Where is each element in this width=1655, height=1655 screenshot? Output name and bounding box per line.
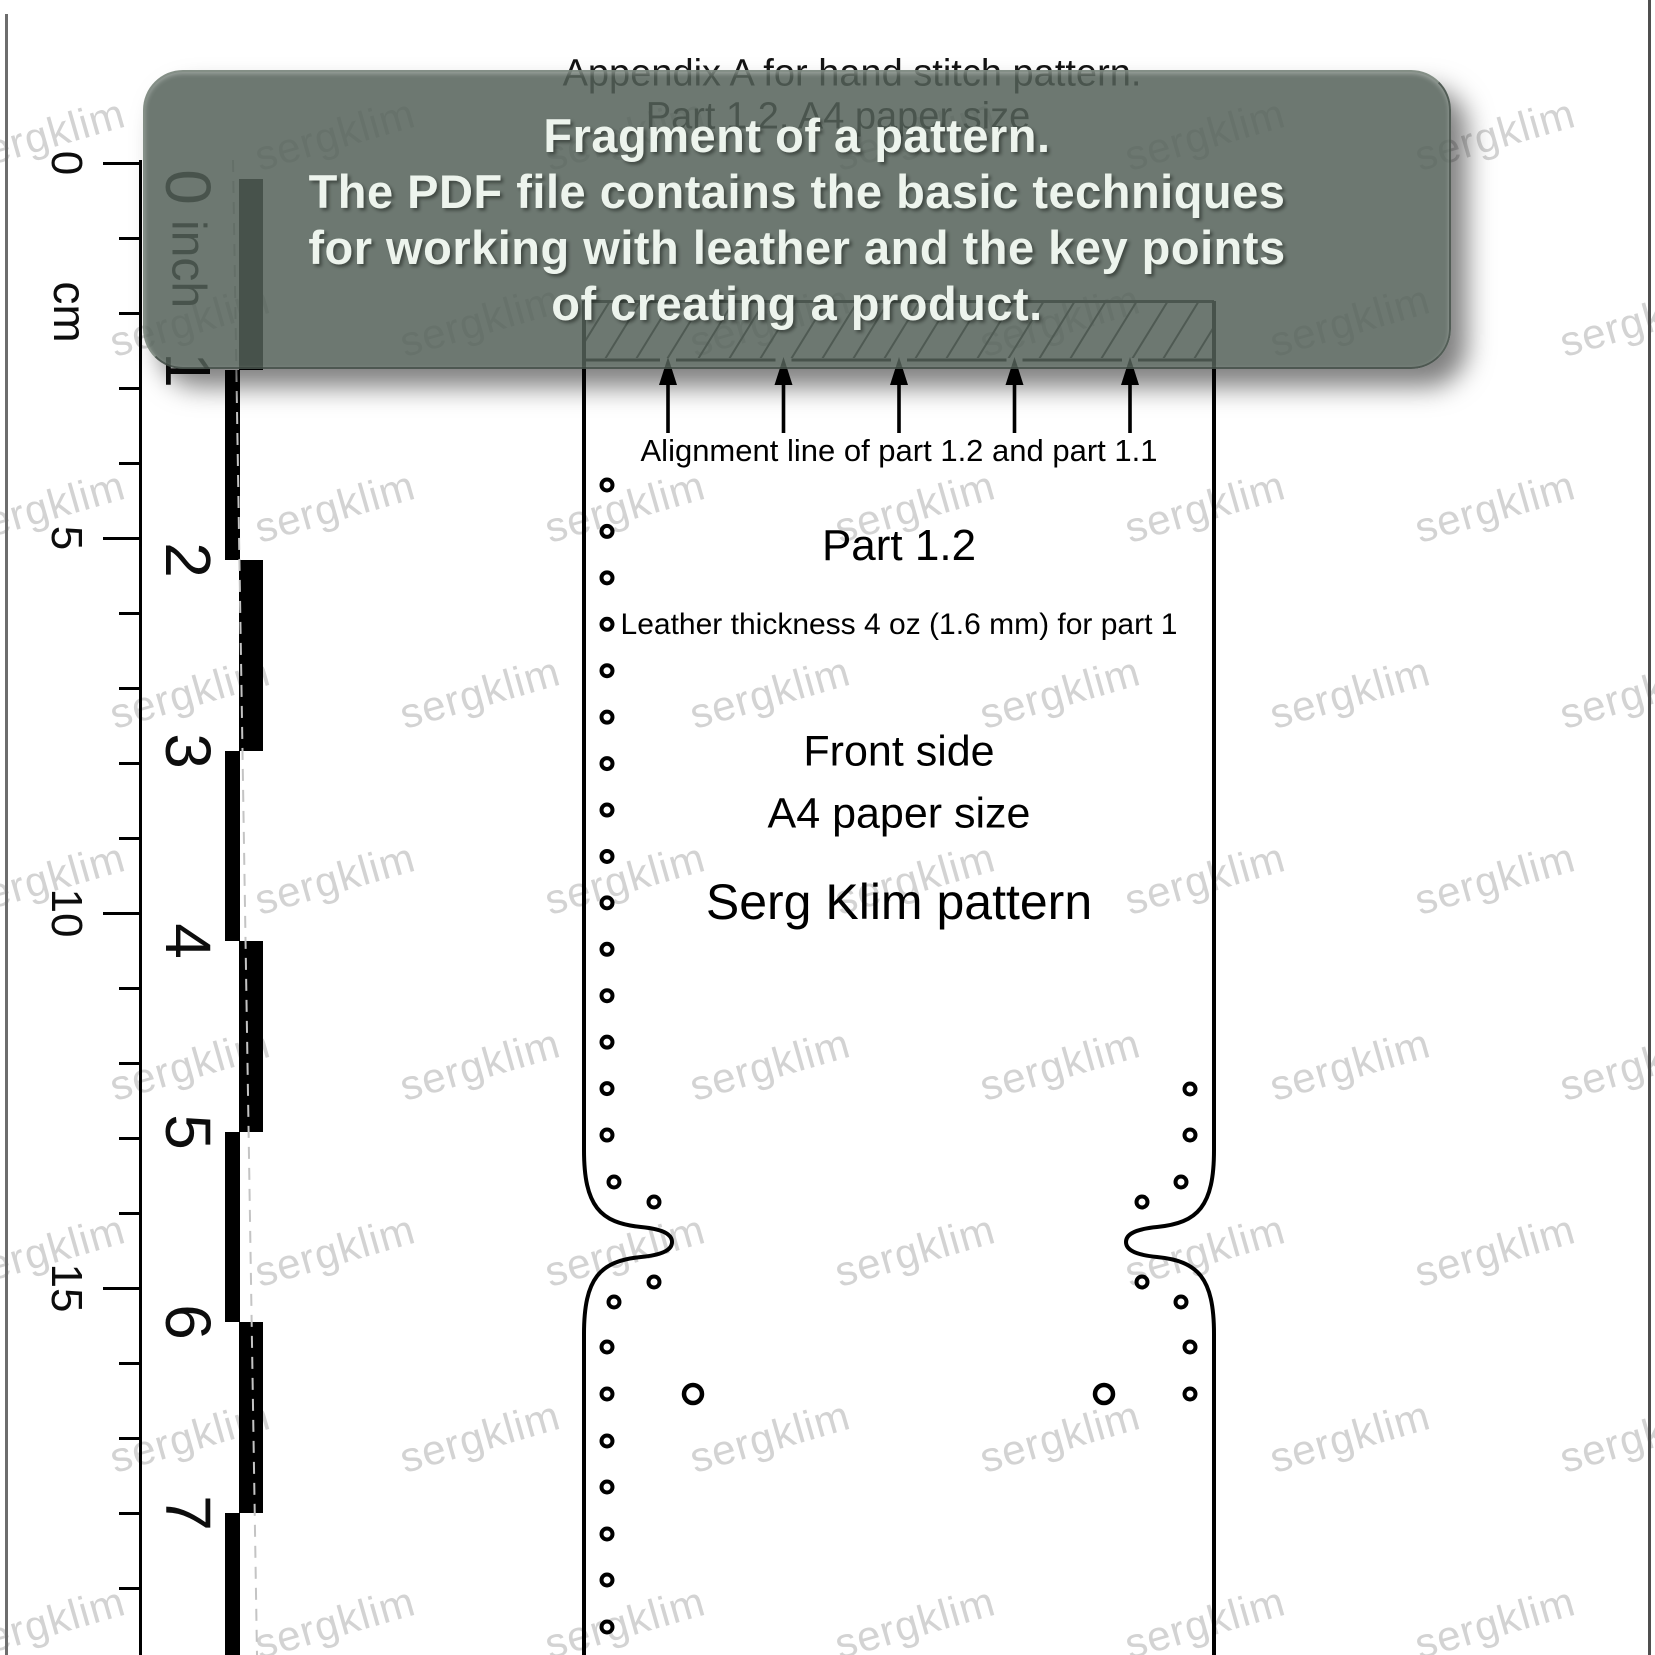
large-hole [681,1382,705,1406]
cm-tick-minor [119,311,140,315]
part-label: Part 1.2 [821,521,977,570]
up-arrow-icon [1121,357,1139,385]
stitch-hole [599,1081,615,1097]
stitch-hole [599,1619,615,1635]
cm-tick-minor [119,686,140,690]
alignment-arrows [659,357,1139,433]
stitch-hole [599,941,615,957]
cm-tick-major [103,1286,140,1290]
banner-line-2: The PDF file contains the basic techniqu… [308,164,1286,218]
ruler-fold-line [232,159,258,1655]
cm-tick-minor [119,611,140,615]
up-arrow-shaft [666,383,670,433]
stitch-hole [599,848,615,864]
stitch-hole [599,616,615,632]
brand-label: Serg Klim pattern [705,874,1093,930]
cm-tick-minor [119,1211,140,1215]
cm-tick-major [103,161,140,165]
stitch-hole [1173,1174,1189,1190]
stitch-hole [599,1479,615,1495]
cm-tick-minor [119,1586,140,1590]
stitch-hole [599,895,615,911]
cm-tick-minor [119,761,140,765]
stitch-hole [606,1174,622,1190]
up-arrow-icon [1005,357,1024,385]
inch-ruler-block [239,941,263,1132]
large-hole [1092,1382,1116,1406]
stitch-holes [599,477,1198,1635]
cm-tick-minor [119,986,140,990]
cm-tick-minor [119,1511,140,1515]
cm-tick-minor [119,1361,140,1365]
stitch-hole [1182,1339,1198,1355]
stitch-hole [646,1194,662,1210]
cm-tick-minor [119,461,140,465]
alignment-note: Alignment line of part 1.2 and part 1.1 [640,433,1158,468]
pattern-outline-right [1123,301,1216,1655]
cm-tick-minor [119,1436,140,1440]
up-arrow-icon [659,357,677,385]
banner-line-4: of creating a product. [551,276,1043,330]
stitch-hole [599,1339,615,1355]
stitch-hole [599,802,615,818]
stitch-hole [599,1034,615,1050]
stitch-hole [1182,1127,1198,1143]
inch-ruler-block [239,1322,263,1513]
cm-tick-minor [119,236,140,240]
stitch-hole [599,1127,615,1143]
cm-tick-minor [119,1136,140,1140]
banner-line-1: Fragment of a pattern. [543,108,1051,162]
up-arrow-shaft [897,383,901,433]
cm-tick-minor [119,1061,140,1065]
stitch-hole [599,1526,615,1542]
cm-tick-major [103,536,140,540]
stitch-hole [599,988,615,1004]
stitch-hole [599,756,615,772]
cm-ruler-line [139,160,142,1655]
stitch-hole [1173,1294,1189,1310]
pattern-outline-left [582,301,675,1655]
inch-ruler-block [239,560,263,751]
side-label: Front side [803,727,995,776]
inch-ruler-block [225,1131,240,1322]
info-banner: Fragment of a pattern. The PDF file cont… [143,70,1451,369]
stitch-hole [1134,1274,1150,1290]
paper-label: A4 paper size [767,789,1031,838]
stitch-hole [1182,1386,1198,1402]
up-arrow-icon [774,357,793,385]
cm-tick-minor [119,836,140,840]
stitch-hole [599,570,615,586]
up-arrow-shaft [1012,383,1017,433]
up-arrow-icon [890,357,908,385]
up-arrow-shaft [781,383,786,433]
stitch-hole [646,1274,662,1290]
stitch-hole [599,1433,615,1449]
page-right-border [1648,0,1651,1655]
stitch-hole [599,709,615,725]
stitch-hole [599,1572,615,1588]
stitch-hole [599,477,615,493]
stitch-hole [606,1294,622,1310]
up-arrow-shaft [1128,383,1132,433]
thickness-note: Leather thickness 4 oz (1.6 mm) for part… [620,608,1178,641]
stitch-hole [599,663,615,679]
inch-ruler-block [225,1512,240,1655]
page-left-border [5,14,8,1655]
inch-ruler-block [225,750,240,941]
stitch-hole [1134,1194,1150,1210]
stitch-hole [599,1386,615,1402]
cm-tick-minor [119,386,140,390]
stitch-hole [599,523,615,539]
banner-line-3: for working with leather and the key poi… [308,220,1286,274]
cm-tick-major [103,911,140,915]
stitch-hole [1182,1081,1198,1097]
